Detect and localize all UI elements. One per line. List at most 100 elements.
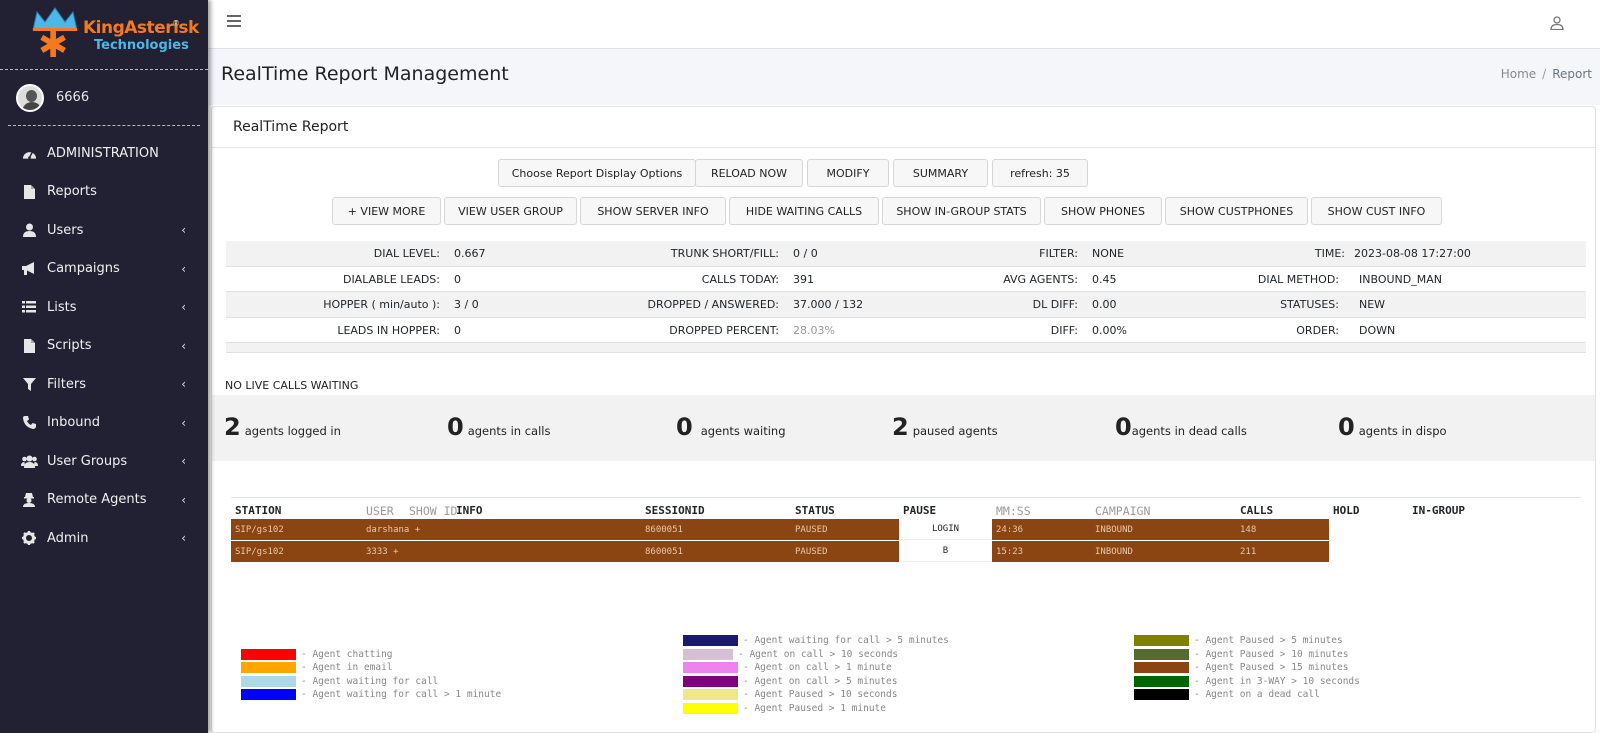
view-user-group-button[interactable]: VIEW USER GROUP — [444, 197, 577, 225]
avg-agents-value: 0.45 — [1092, 272, 1117, 286]
chevron-left-icon: ‹ — [181, 223, 186, 237]
legend-item: - Agent in 3-WAY > 10 seconds — [1134, 675, 1360, 687]
legend-item: - Agent on call > 1 minute — [683, 661, 892, 673]
chevron-left-icon: ‹ — [181, 492, 186, 507]
user-account-icon[interactable] — [1550, 16, 1564, 30]
hamburger-icon[interactable] — [227, 15, 241, 27]
sidebar-item-scripts[interactable]: Scripts ‹ — [0, 327, 208, 366]
agents-in-dispo: 0 agents in dispo — [1338, 413, 1447, 441]
legend-label: - Agent Paused > 10 minutes — [1194, 648, 1349, 660]
legend-swatch — [683, 634, 738, 646]
show-in-group-stats-button[interactable]: SHOW IN-GROUP STATS — [882, 197, 1041, 225]
legend-item: - Agent chatting — [241, 648, 393, 660]
breadcrumb-home-link[interactable]: Home — [1500, 67, 1537, 81]
col-show-id[interactable]: SHOW ID — [409, 504, 458, 518]
sidebar-item-administration[interactable]: ADMINISTRATION — [0, 134, 208, 173]
diff-label: DIFF: — [1050, 323, 1078, 337]
dial-level-value: 0.667 — [454, 247, 486, 260]
agents-table: STATION USER SHOW ID INFO SESSIONID STAT… — [231, 497, 1581, 563]
legend-label: - Agent on call > 10 seconds — [738, 648, 899, 660]
modify-button[interactable]: MODIFY — [807, 159, 889, 187]
chevron-left-icon: ‹ — [181, 261, 186, 276]
sidebar-item-inbound[interactable]: Inbound ‹ — [0, 404, 208, 443]
agent-status: PAUSED — [795, 547, 828, 557]
user-icon — [20, 222, 38, 238]
user-panel[interactable]: 6666 — [8, 70, 200, 126]
legend-swatch — [683, 702, 738, 714]
megaphone-icon — [20, 261, 38, 277]
sidebar-item-label: Lists — [47, 299, 77, 315]
legend-label: - Agent chatting — [301, 648, 393, 660]
filter-value: NONE — [1092, 247, 1125, 260]
col-user[interactable]: USER — [366, 504, 394, 518]
legend-label: - Agent on call > 5 minutes — [743, 675, 898, 687]
show-phones-button[interactable]: SHOW PHONES — [1044, 197, 1162, 225]
user-name: 6666 — [56, 90, 90, 105]
list-icon — [20, 299, 38, 315]
legend-item: - Agent on a dead call — [1134, 688, 1320, 700]
sidebar-item-remote-agents[interactable]: Remote Agents ‹ — [0, 481, 208, 520]
agents-summary: 2 agents logged in 0 agents in calls 0 agen… — [212, 395, 1595, 461]
legend-swatch — [1134, 634, 1189, 646]
reload-now-button[interactable]: RELOAD NOW — [695, 159, 803, 187]
dropped-answered-value: 37.000 / 132 — [793, 298, 864, 311]
legend-swatch — [1134, 688, 1189, 700]
legend-swatch — [241, 648, 296, 660]
brand-reg: ® — [172, 19, 180, 28]
stats-row: LEADS IN HOPPER: 0 DROPPED PERCENT: 28.0… — [226, 318, 1586, 343]
summary-button[interactable]: SUMMARY — [893, 159, 988, 187]
chevron-left-icon: ‹ — [181, 338, 186, 353]
dropped-percent-label: DROPPED PERCENT: — [669, 323, 779, 337]
col-in-group: IN-GROUP — [1412, 504, 1465, 517]
users-icon — [20, 453, 38, 469]
sidebar-item-filters[interactable]: Filters ‹ — [0, 365, 208, 404]
legend-item: - Agent in email — [241, 661, 393, 673]
sidebar-item-lists[interactable]: Lists ‹ — [0, 288, 208, 327]
legend-label: - Agent waiting for call — [301, 675, 439, 687]
show-custphones-button[interactable]: SHOW CUSTPHONES — [1165, 197, 1308, 225]
agents-table-header: STATION USER SHOW ID INFO SESSIONID STAT… — [231, 497, 1581, 519]
legend-label: - Agent on a dead call — [1194, 688, 1320, 700]
choose-report-display-options-button[interactable]: Choose Report Display Options — [498, 159, 696, 187]
sidebar-item-reports[interactable]: Reports — [0, 173, 208, 212]
legend-item: - Agent Paused > 5 minutes — [1134, 634, 1343, 646]
sidebar-item-campaigns[interactable]: Campaigns ‹ — [0, 250, 208, 289]
sidebar-item-label: Remote Agents — [47, 492, 147, 508]
table-row: B SIP/gs102 3333 + 8600051 PAUSED 15:23 … — [231, 541, 1581, 563]
calls-today-label: CALLS TODAY: — [701, 272, 779, 286]
sidebar-item-label: Filters — [47, 376, 86, 392]
statuses-value: NEW — [1359, 298, 1386, 311]
sidebar-item-users[interactable]: Users ‹ — [0, 211, 208, 250]
agent-user-link[interactable]: 3333 + — [366, 547, 399, 557]
legend-label: - Agent in 3-WAY > 10 seconds — [1194, 675, 1360, 687]
col-mmss[interactable]: MM:SS — [996, 504, 1031, 518]
summary-text: agents in dispo — [1358, 424, 1447, 438]
agent-user-link[interactable]: darshana + — [366, 525, 421, 535]
col-campaign[interactable]: CAMPAIGN — [1095, 504, 1151, 518]
chevron-left-icon: ‹ — [181, 300, 186, 314]
show-server-info-button[interactable]: SHOW SERVER INFO — [580, 197, 726, 225]
dialable-leads-label: DIALABLE LEADS: — [342, 272, 440, 286]
top-navbar — [208, 0, 1600, 49]
hide-waiting-calls-button[interactable]: HIDE WAITING CALLS — [729, 197, 879, 225]
breadcrumb-current: Report — [1552, 67, 1592, 81]
agent-station: SIP/gs102 — [235, 525, 284, 535]
leads-in-hopper-label: LEADS IN HOPPER: — [337, 323, 440, 337]
card-title: RealTime Report — [212, 107, 1595, 148]
legend-label: - Agent Paused > 10 seconds — [743, 688, 898, 700]
col-calls: CALLS — [1240, 504, 1274, 517]
chevron-left-icon: ‹ — [181, 377, 186, 391]
brand-logo[interactable]: ✱ KingAsterisk Technologies ® — [0, 0, 208, 70]
show-cust-info-button[interactable]: SHOW CUST INFO — [1311, 197, 1442, 225]
dial-method-label: DIAL METHOD: — [1257, 272, 1339, 286]
refresh-button[interactable]: refresh: 35 — [992, 159, 1088, 187]
sidebar-item-label: Scripts — [47, 338, 92, 354]
sidebar-item-admin[interactable]: Admin ‹ — [0, 519, 208, 558]
dl-diff-value: 0.00 — [1092, 298, 1117, 311]
sidebar-item-user-groups[interactable]: User Groups ‹ — [0, 442, 208, 481]
agent-campaign: INBOUND — [1095, 547, 1133, 557]
calls-today-value: 391 — [793, 272, 814, 286]
view-more-button[interactable]: + VIEW MORE — [332, 197, 441, 225]
user-secret-icon — [20, 492, 38, 508]
summary-text: agents in calls — [467, 424, 551, 438]
